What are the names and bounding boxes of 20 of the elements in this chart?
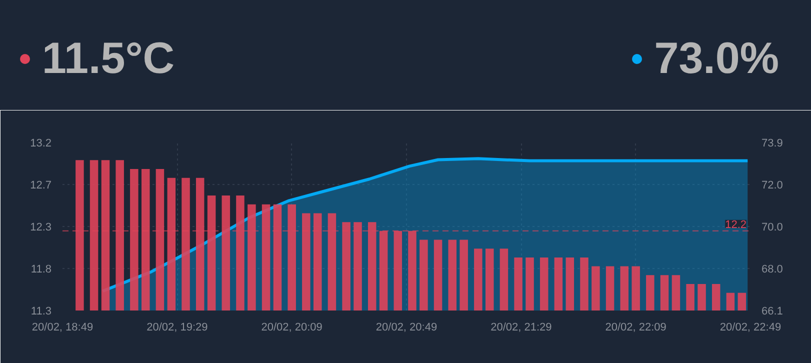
y2-tick-label: 66.1	[762, 306, 783, 318]
y-tick-label: 12.3	[30, 222, 52, 234]
y2-tick-label: 68.0	[762, 264, 783, 276]
y-tick-label: 11.8	[30, 264, 52, 276]
ref-line-label: 12.2	[725, 218, 747, 231]
y2-tick-label: 72.0	[762, 180, 783, 192]
y-tick-label: 11.3	[30, 306, 52, 318]
y-tick-label: 13.2	[30, 138, 52, 150]
x-tick-label: 20/02, 19:29	[146, 322, 208, 334]
x-tick-label: 20/02, 22:09	[605, 322, 666, 334]
y2-tick-label: 70.0	[762, 222, 783, 234]
text: 11.5°C	[42, 33, 175, 85]
x-tick-label: 20/02, 21:29	[490, 322, 552, 334]
x-tick-label: 20/02, 20:09	[261, 322, 322, 334]
text: 73.0%	[654, 33, 779, 85]
y-tick-label: 12.7	[30, 180, 52, 192]
x-tick-label: 20/02, 18:49	[32, 322, 94, 334]
x-tick-label: 20/02, 20:49	[376, 322, 438, 334]
y2-tick-label: 73.9	[762, 138, 783, 150]
x-tick-label: 20/02, 22:49	[720, 322, 782, 334]
